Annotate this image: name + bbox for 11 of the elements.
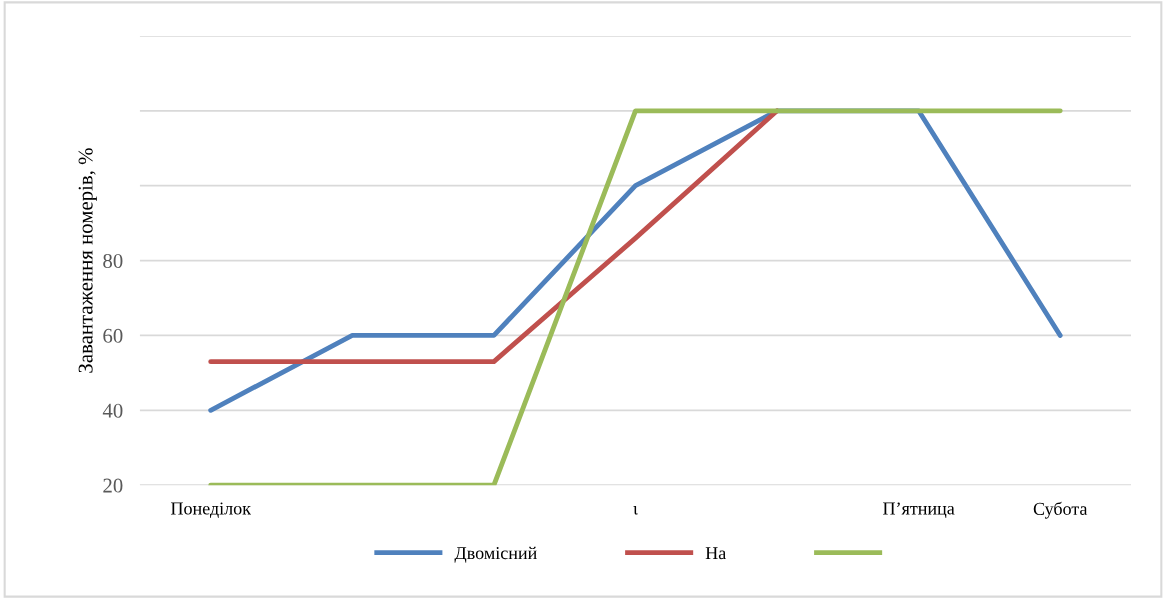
legend-label: На bbox=[705, 547, 726, 560]
x-tick-label: Понеділок bbox=[170, 502, 251, 518]
x-tick-label: Субота bbox=[1033, 501, 1088, 519]
y-tick-label: 20 bbox=[103, 478, 123, 493]
y-tick-label: 80 bbox=[103, 253, 123, 268]
y-axis-title: Завантаження номерів, % bbox=[78, 148, 97, 373]
legend-label: Двомісний bbox=[454, 546, 537, 563]
x-tick-label: П’ятница bbox=[883, 502, 955, 518]
y-tick-label: 60 bbox=[103, 328, 123, 343]
x-tick-label: ι bbox=[633, 506, 638, 515]
y-tick-label: 40 bbox=[102, 403, 123, 418]
